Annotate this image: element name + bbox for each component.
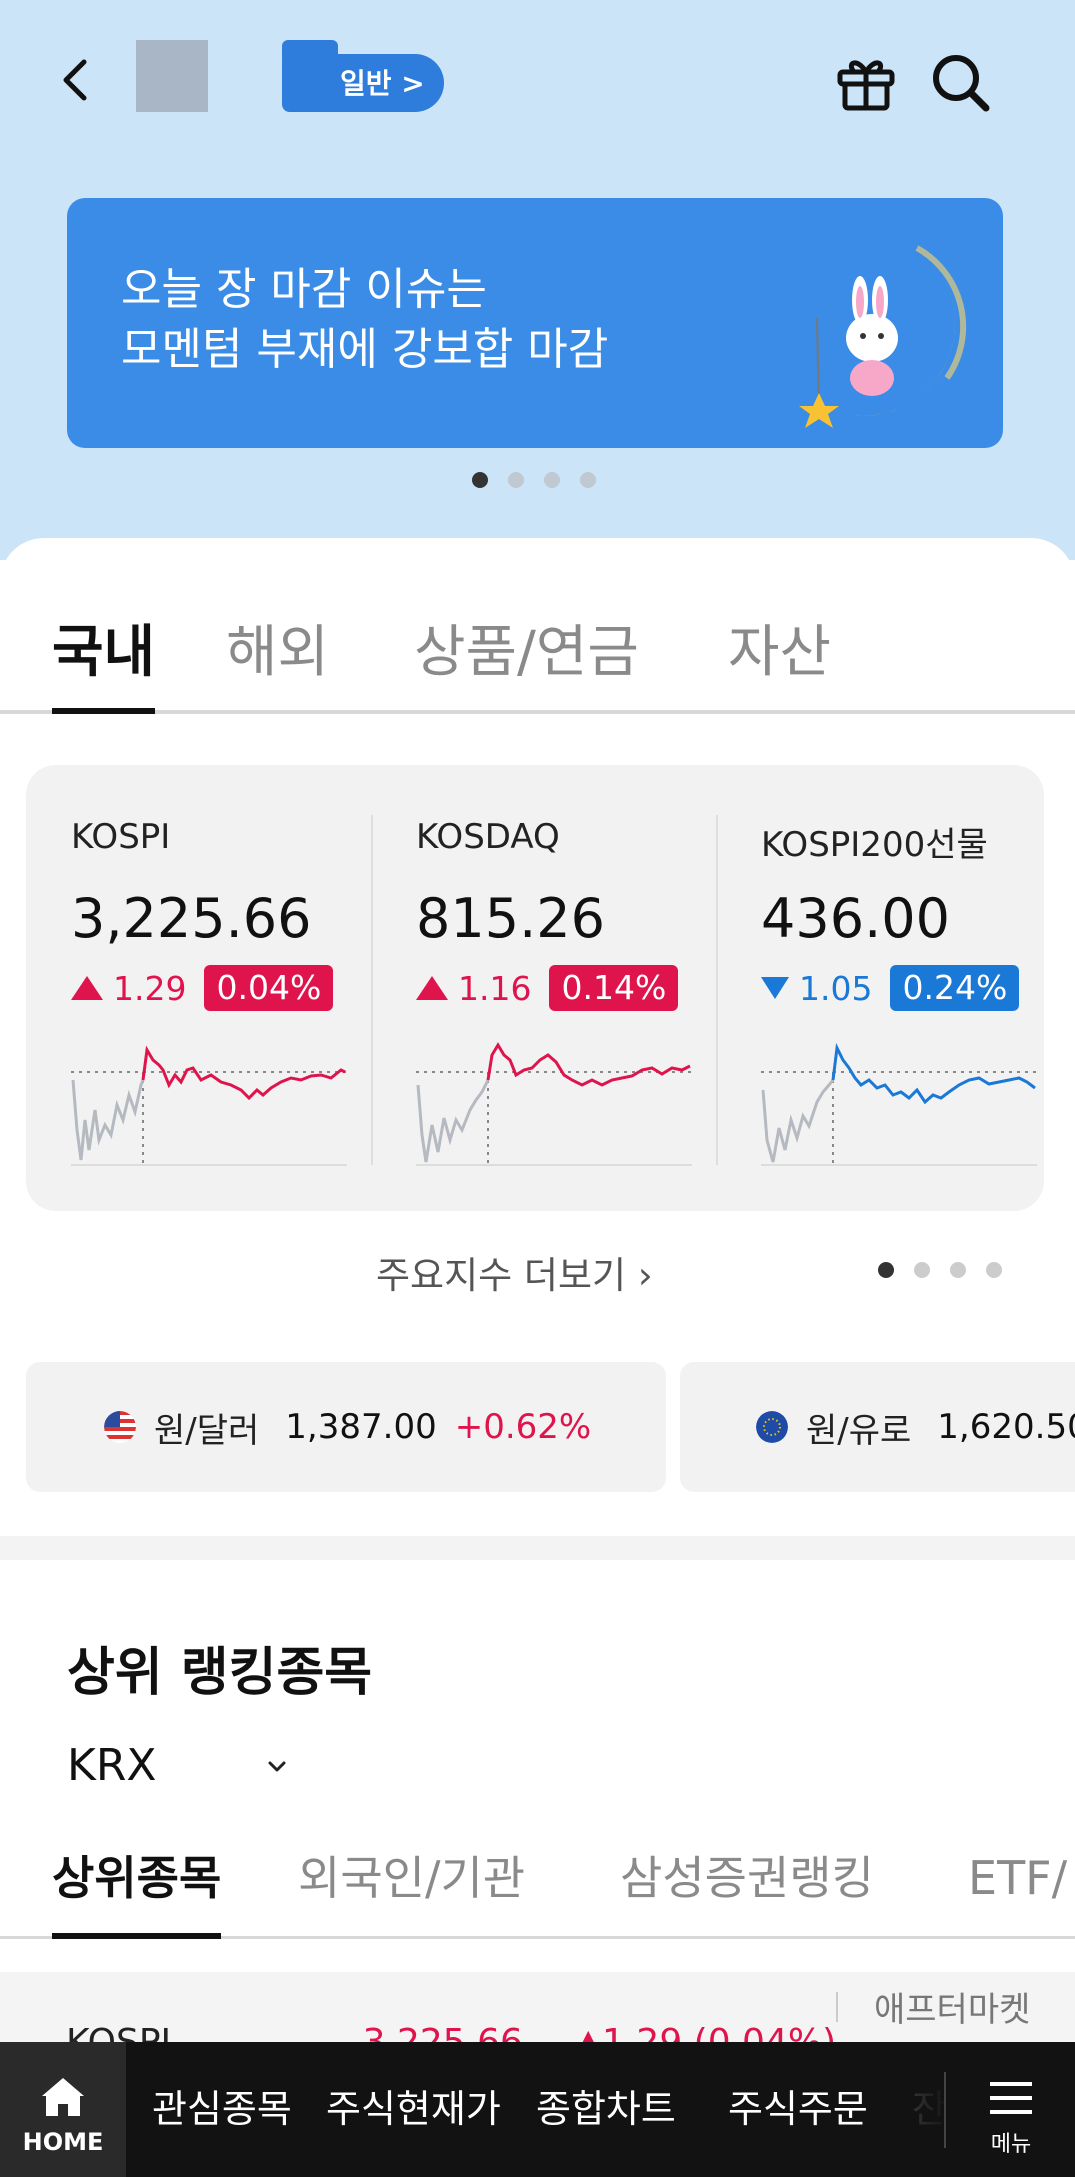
menu-label: 메뉴 [990,2132,1032,2157]
bunny-moon-illustration [799,245,967,428]
index-card: KOSPI 3,225.66 1.29 0.04% KOSDAQ 815.26 … [26,765,1044,1211]
home-label: HOME [22,2128,104,2156]
nav-chart[interactable]: 종합차트 [536,2087,676,2131]
index-sparkline [71,1045,347,1166]
section-divider [0,1536,1075,1560]
banner-page-dots [472,472,596,488]
tab-domestic[interactable]: 국내 [52,598,156,714]
ranking-title: 상위 랭킹종목 [67,1643,373,1703]
tab-etf[interactable]: ETF/ [968,1851,1068,1905]
home-icon [42,2078,84,2116]
index-page-dots [878,1262,1002,1278]
index-change: 1.29 [113,968,187,1008]
index-pct-badge: 0.24% [890,965,1020,1011]
tab-products-pension[interactable]: 상품/연금 [414,620,639,685]
aftermarket-toggle[interactable]: 애프터마켓 [874,1990,1031,2030]
index-pct-badge: 0.04% [204,965,334,1011]
menu-button[interactable]: 메뉴 [970,2042,1075,2177]
ranking-tabs: 상위종목 외국인/기관 삼성증권랭킹 ETF/ [0,1840,1075,1939]
index-kospi200-futures[interactable]: KOSPI200선물 436.00 1.05 0.24% [716,765,1042,1211]
header: 일반 > [0,0,1075,170]
grade-badge-label: 일반 > [340,67,425,100]
divider [836,1992,838,2022]
home-button[interactable]: HOME [0,2042,126,2177]
grade-badge[interactable]: 일반 > [282,40,444,112]
promo-banner[interactable]: 오늘 장 마감 이슈는 모멘텀 부재에 강보합 마감 [67,198,1003,448]
tab-overseas[interactable]: 해외 [226,620,330,685]
nav-current-price[interactable]: 주식현재가 [326,2087,501,2131]
index-name: KOSPI [71,817,171,857]
nav-order[interactable]: 주식주문 [728,2087,868,2131]
fx-card-eur[interactable]: 원/유로 1,620.50 [680,1362,1075,1492]
index-sparkline [416,1042,692,1166]
up-arrow-icon [416,976,448,1000]
chevron-right-icon: › [637,1254,653,1297]
more-indices-label: 주요지수 더보기 [376,1254,627,1297]
fx-value: 1,387.00 [285,1407,437,1447]
down-arrow-icon [761,977,789,999]
index-sparkline [761,1042,1037,1166]
index-pct-badge: 0.14% [549,965,679,1011]
index-value: 436.00 [761,887,950,950]
nav-watchlist[interactable]: 관심종목 [152,2087,292,2131]
avatar[interactable] [136,40,208,112]
fx-name: 원/유로 [806,1410,912,1451]
banner-line-2: 모멘텀 부재에 강보합 마감 [121,324,609,375]
banner-line-1: 오늘 장 마감 이슈는 [121,264,487,315]
chevron-left-icon[interactable] [56,50,96,110]
index-value: 815.26 [416,887,605,950]
bottom-nav: HOME 관심종목 주식현재가 종합차트 주식주문 잔 메뉴 [0,2042,1075,2177]
tab-top-stocks[interactable]: 상위종목 [52,1840,222,1939]
divider [944,2072,946,2148]
fx-value: 1,620.50 [937,1407,1075,1447]
index-name: KOSDAQ [416,817,560,857]
more-indices-link[interactable]: 주요지수 더보기 › [376,1245,653,1299]
main-tabs: 국내 해외 상품/연금 자산 [0,598,1075,714]
exchange-select[interactable]: KRX [67,1740,157,1791]
index-change: 1.05 [799,968,873,1008]
gift-icon[interactable] [834,52,898,116]
eu-flag-icon [756,1411,788,1443]
menu-icon [990,2082,1032,2114]
us-flag-icon [104,1411,136,1443]
index-kospi[interactable]: KOSPI 3,225.66 1.29 0.04% [26,765,352,1211]
tab-assets[interactable]: 자산 [728,620,832,685]
fx-card-usd[interactable]: 원/달러 1,387.00 +0.62% [26,1362,666,1492]
chevron-down-icon[interactable] [262,1752,292,1782]
tab-samsung-ranking[interactable]: 삼성증권랭킹 [620,1851,874,1905]
index-kosdaq[interactable]: KOSDAQ 815.26 1.16 0.14% [371,765,697,1211]
index-name: KOSPI200선물 [761,825,988,865]
tab-foreign-institution[interactable]: 외국인/기관 [298,1851,526,1905]
fx-name: 원/달러 [154,1410,260,1451]
index-value: 3,225.66 [71,887,312,950]
search-icon[interactable] [928,50,992,114]
fx-change: +0.62% [454,1407,592,1447]
index-change: 1.16 [458,968,532,1008]
up-arrow-icon [71,976,103,1000]
